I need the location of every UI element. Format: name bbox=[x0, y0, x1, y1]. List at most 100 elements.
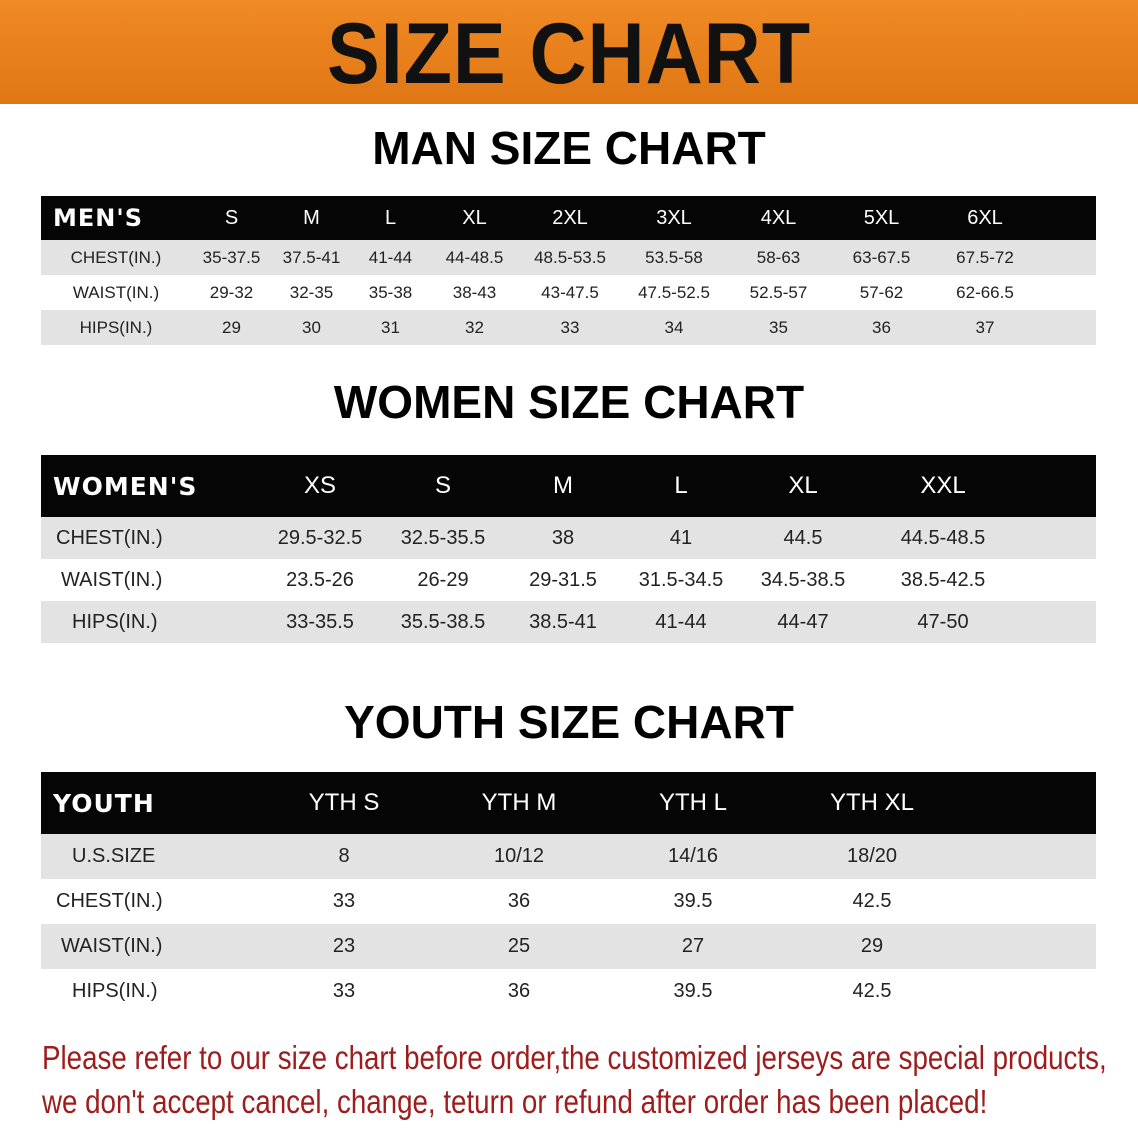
measurement-cell: 29-32 bbox=[191, 275, 272, 310]
measurement-cell: 14/16 bbox=[606, 834, 780, 879]
women-section-title: WOMEN SIZE CHART bbox=[333, 376, 805, 428]
table-row: CHEST(IN.) 33 36 39.5 42.5 bbox=[41, 879, 1096, 924]
women-header-row: WOMEN'S XS S M L XL XXL bbox=[41, 455, 1096, 517]
row-label: HIPS(IN.) bbox=[41, 601, 258, 643]
size-column-header: 4XL bbox=[727, 196, 830, 240]
measurement-cell: 33-35.5 bbox=[258, 601, 382, 643]
measurement-cell: 30 bbox=[272, 310, 351, 345]
measurement-cell: 39.5 bbox=[606, 879, 780, 924]
banner: SIZE CHART bbox=[0, 0, 1138, 104]
measurement-cell: 44.5-48.5 bbox=[866, 517, 1020, 559]
size-column-header: M bbox=[504, 455, 622, 517]
measurement-cell: 53.5-58 bbox=[621, 240, 727, 275]
row-label: HIPS(IN.) bbox=[41, 969, 256, 1014]
row-label: CHEST(IN.) bbox=[41, 240, 191, 275]
row-label: CHEST(IN.) bbox=[41, 517, 258, 559]
measurement-cell: 29-31.5 bbox=[504, 559, 622, 601]
measurement-cell: 36 bbox=[830, 310, 933, 345]
men-header-row: MEN'S S M L XL 2XL 3XL 4XL 5XL 6XL bbox=[41, 196, 1096, 240]
measurement-cell: 44-48.5 bbox=[430, 240, 519, 275]
row-label: HIPS(IN.) bbox=[41, 310, 191, 345]
row-label: WAIST(IN.) bbox=[41, 559, 258, 601]
table-row: WAIST(IN.) 23.5-26 26-29 29-31.5 31.5-34.5 34… bbox=[41, 559, 1096, 601]
size-column-header: L bbox=[622, 455, 740, 517]
size-column-header: 2XL bbox=[519, 196, 621, 240]
measurement-cell: 47.5-52.5 bbox=[621, 275, 727, 310]
size-column-header: YTH S bbox=[256, 772, 432, 834]
measurement-cell: 38.5-41 bbox=[504, 601, 622, 643]
measurement-cell: 41-44 bbox=[622, 601, 740, 643]
youth-size-table: YOUTH YTH S YTH M YTH L YTH XL U.S.SIZE 8 10/12… bbox=[41, 772, 1096, 1014]
size-column-header: YTH XL bbox=[780, 772, 964, 834]
measurement-cell: 38-43 bbox=[430, 275, 519, 310]
measurement-cell: 34 bbox=[621, 310, 727, 345]
measurement-cell: 39.5 bbox=[606, 969, 780, 1014]
measurement-cell: 27 bbox=[606, 924, 780, 969]
size-column-header: 5XL bbox=[830, 196, 933, 240]
measurement-cell: 36 bbox=[432, 969, 606, 1014]
table-row: CHEST(IN.) 35-37.5 37.5-41 41-44 44-48.5 48.5… bbox=[41, 240, 1096, 275]
size-column-header: XXL bbox=[866, 455, 1020, 517]
measurement-cell: 47-50 bbox=[866, 601, 1020, 643]
measurement-cell: 33 bbox=[256, 969, 432, 1014]
measurement-cell: 31.5-34.5 bbox=[622, 559, 740, 601]
banner-title: SIZE CHART bbox=[327, 6, 811, 102]
table-row: HIPS(IN.) 33-35.5 35.5-38.5 38.5-41 41-44 44-… bbox=[41, 601, 1096, 643]
measurement-cell: 23.5-26 bbox=[258, 559, 382, 601]
row-label: U.S.SIZE bbox=[41, 834, 256, 879]
measurement-cell: 10/12 bbox=[432, 834, 606, 879]
measurement-cell: 25 bbox=[432, 924, 606, 969]
measurement-cell: 63-67.5 bbox=[830, 240, 933, 275]
measurement-cell: 33 bbox=[519, 310, 621, 345]
measurement-cell: 35-38 bbox=[351, 275, 430, 310]
table-row: WAIST(IN.) 29-32 32-35 35-38 38-43 43-47.5 47.… bbox=[41, 275, 1096, 310]
measurement-cell: 48.5-53.5 bbox=[519, 240, 621, 275]
measurement-cell: 44-47 bbox=[740, 601, 866, 643]
table-corner-label: YOUTH bbox=[41, 772, 256, 834]
measurement-cell: 18/20 bbox=[780, 834, 964, 879]
measurement-cell: 62-66.5 bbox=[933, 275, 1037, 310]
size-column-header: M bbox=[272, 196, 351, 240]
measurement-cell: 67.5-72 bbox=[933, 240, 1037, 275]
measurement-cell: 38.5-42.5 bbox=[866, 559, 1020, 601]
measurement-cell: 43-47.5 bbox=[519, 275, 621, 310]
youth-section-title: YOUTH SIZE CHART bbox=[344, 696, 794, 748]
measurement-cell: 32.5-35.5 bbox=[382, 517, 504, 559]
disclaimer-notice: Please refer to our size chart before or… bbox=[42, 1036, 1107, 1124]
measurement-cell: 23 bbox=[256, 924, 432, 969]
size-column-header: S bbox=[191, 196, 272, 240]
measurement-cell: 38 bbox=[504, 517, 622, 559]
table-corner-label: MEN'S bbox=[41, 196, 191, 240]
row-label: WAIST(IN.) bbox=[41, 924, 256, 969]
measurement-cell: 35.5-38.5 bbox=[382, 601, 504, 643]
table-row: HIPS(IN.) 33 36 39.5 42.5 bbox=[41, 969, 1096, 1014]
measurement-cell: 35-37.5 bbox=[191, 240, 272, 275]
row-label: WAIST(IN.) bbox=[41, 275, 191, 310]
disclaimer-line-1: Please refer to our size chart before or… bbox=[42, 1039, 1107, 1076]
measurement-cell: 29 bbox=[780, 924, 964, 969]
measurement-cell: 35 bbox=[727, 310, 830, 345]
measurement-cell: 34.5-38.5 bbox=[740, 559, 866, 601]
table-row: WAIST(IN.) 23 25 27 29 bbox=[41, 924, 1096, 969]
measurement-cell: 37.5-41 bbox=[272, 240, 351, 275]
measurement-cell: 42.5 bbox=[780, 969, 964, 1014]
measurement-cell: 37 bbox=[933, 310, 1037, 345]
size-column-header: L bbox=[351, 196, 430, 240]
measurement-cell: 41 bbox=[622, 517, 740, 559]
measurement-cell: 29.5-32.5 bbox=[258, 517, 382, 559]
measurement-cell: 32-35 bbox=[272, 275, 351, 310]
size-column-header: S bbox=[382, 455, 504, 517]
size-column-header: XL bbox=[740, 455, 866, 517]
measurement-cell: 36 bbox=[432, 879, 606, 924]
measurement-cell: 8 bbox=[256, 834, 432, 879]
measurement-cell: 57-62 bbox=[830, 275, 933, 310]
measurement-cell: 44.5 bbox=[740, 517, 866, 559]
measurement-cell: 32 bbox=[430, 310, 519, 345]
size-column-header: 3XL bbox=[621, 196, 727, 240]
men-section-title: MAN SIZE CHART bbox=[372, 122, 766, 174]
table-corner-label: WOMEN'S bbox=[41, 455, 258, 517]
size-column-header: YTH L bbox=[606, 772, 780, 834]
size-column-header: XL bbox=[430, 196, 519, 240]
row-label: CHEST(IN.) bbox=[41, 879, 256, 924]
table-row: HIPS(IN.) 29 30 31 32 33 34 35 36 37 bbox=[41, 310, 1096, 345]
